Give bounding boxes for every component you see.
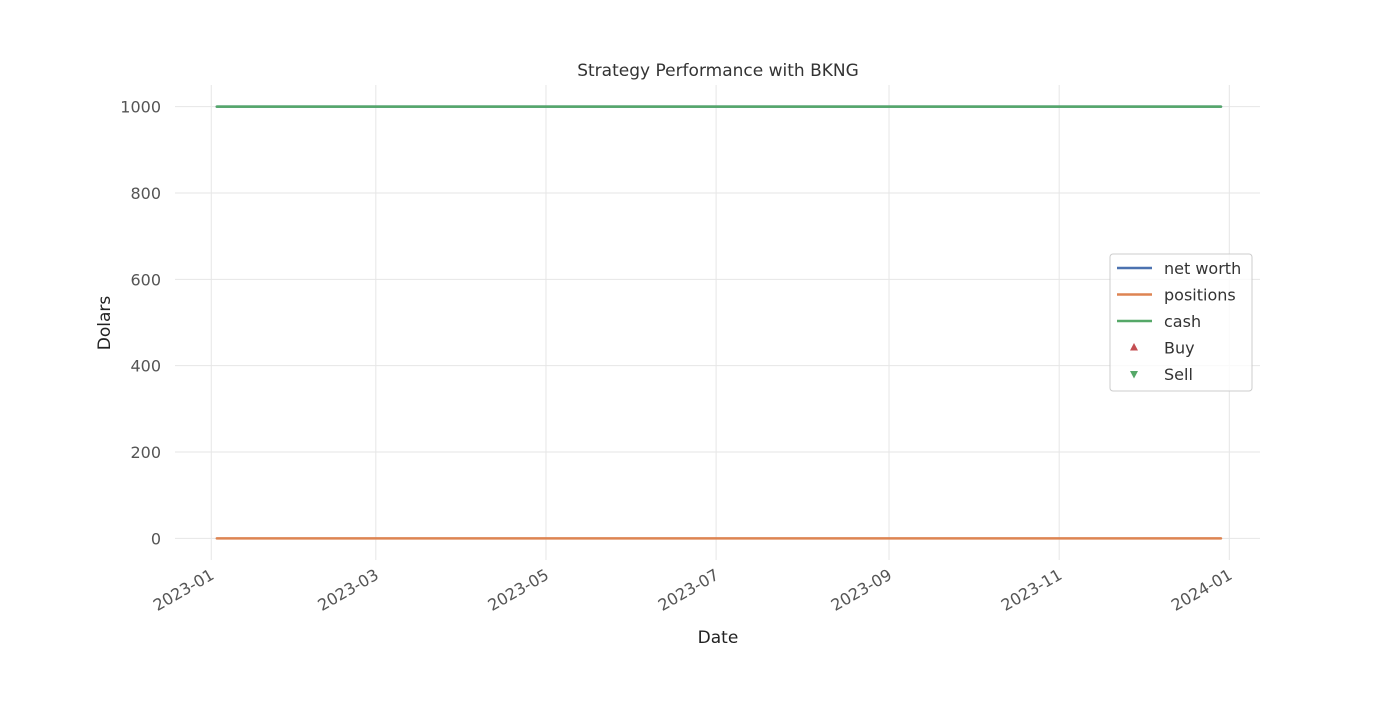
x-tick-label: 2023-09 [828,565,895,615]
legend-box [1109,253,1253,392]
legend: net worth positions cash Buy Sell [1109,253,1253,392]
legend-marker-sell [1130,371,1138,379]
legend-label-Sell: Sell [1164,365,1193,384]
x-tick-label: 2023-05 [485,565,552,615]
legend-label-cash: cash [1164,312,1201,331]
y-tick-label: 400 [130,357,161,376]
x-tick-label: 2023-11 [998,565,1065,615]
y-tick-label: 200 [130,443,161,462]
x-tick-label: 2023-01 [150,565,217,615]
x-tick-label: 2023-07 [655,565,722,615]
y-tick-label: 800 [130,184,161,203]
x-axis-label: Date [698,628,739,648]
x-tick-label: 2024-01 [1168,565,1235,615]
legend-label-positions: positions [1164,286,1236,305]
y-axis-label: Dolars [95,296,115,351]
chart-title: Strategy Performance with BKNG [577,61,859,81]
legend-label-Buy: Buy [1164,339,1195,358]
x-tick-label: 2023-03 [314,565,381,615]
grid [175,85,1260,560]
y-tick-label: 1000 [120,98,161,117]
series-layer [215,105,1223,540]
legend-marker-buy [1130,343,1138,351]
legend-label-net-worth: net worth [1164,259,1241,278]
legend-items: net worth positions cash Buy Sell [1117,259,1241,384]
y-tick-label: 600 [130,270,161,289]
y-tick-label: 0 [151,529,161,548]
